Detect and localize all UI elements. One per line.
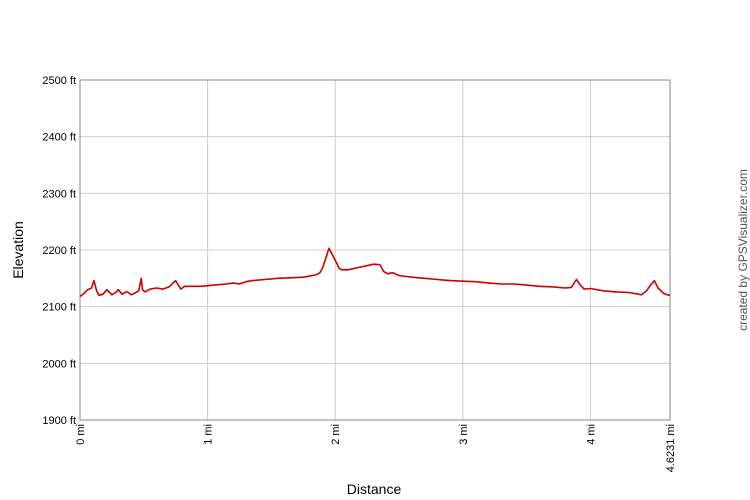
series-line-elevation	[79, 247, 671, 298]
x-tick-label: 0 mi	[75, 424, 87, 445]
y-tick-label: 2300 ft	[42, 188, 76, 200]
x-tick-label: 1 mi	[203, 424, 215, 445]
plot-frame	[79, 79, 671, 421]
x-axis-title: Distance	[347, 481, 402, 497]
x-tick-label: 4 mi	[585, 424, 597, 445]
y-tick-label: 2000 ft	[42, 358, 76, 370]
y-tick-label: 2500 ft	[42, 75, 76, 87]
x-tick-label: 2 mi	[330, 424, 342, 445]
y-tick-label: 2100 ft	[42, 302, 76, 314]
x-tick-label: 4.6231 mi	[665, 424, 677, 472]
x-tick-label: 3 mi	[458, 424, 470, 445]
y-tick-label: 1900 ft	[42, 415, 76, 427]
y-axis-title: Elevation	[10, 221, 26, 279]
y-tick-label: 2400 ft	[42, 132, 76, 144]
y-axis-ticks: 1900 ft 2000 ft 2100 ft 2200 ft 2300 ft 2400 …	[42, 75, 76, 427]
y-tick-label: 2200 ft	[42, 245, 76, 257]
chart-grid	[79, 79, 671, 421]
x-axis-ticks: 0 mi 1 mi 2 mi 3 mi 4 mi 4.6231 mi	[75, 424, 677, 472]
credit-text: created by GPSVisualizer.com	[736, 169, 750, 331]
